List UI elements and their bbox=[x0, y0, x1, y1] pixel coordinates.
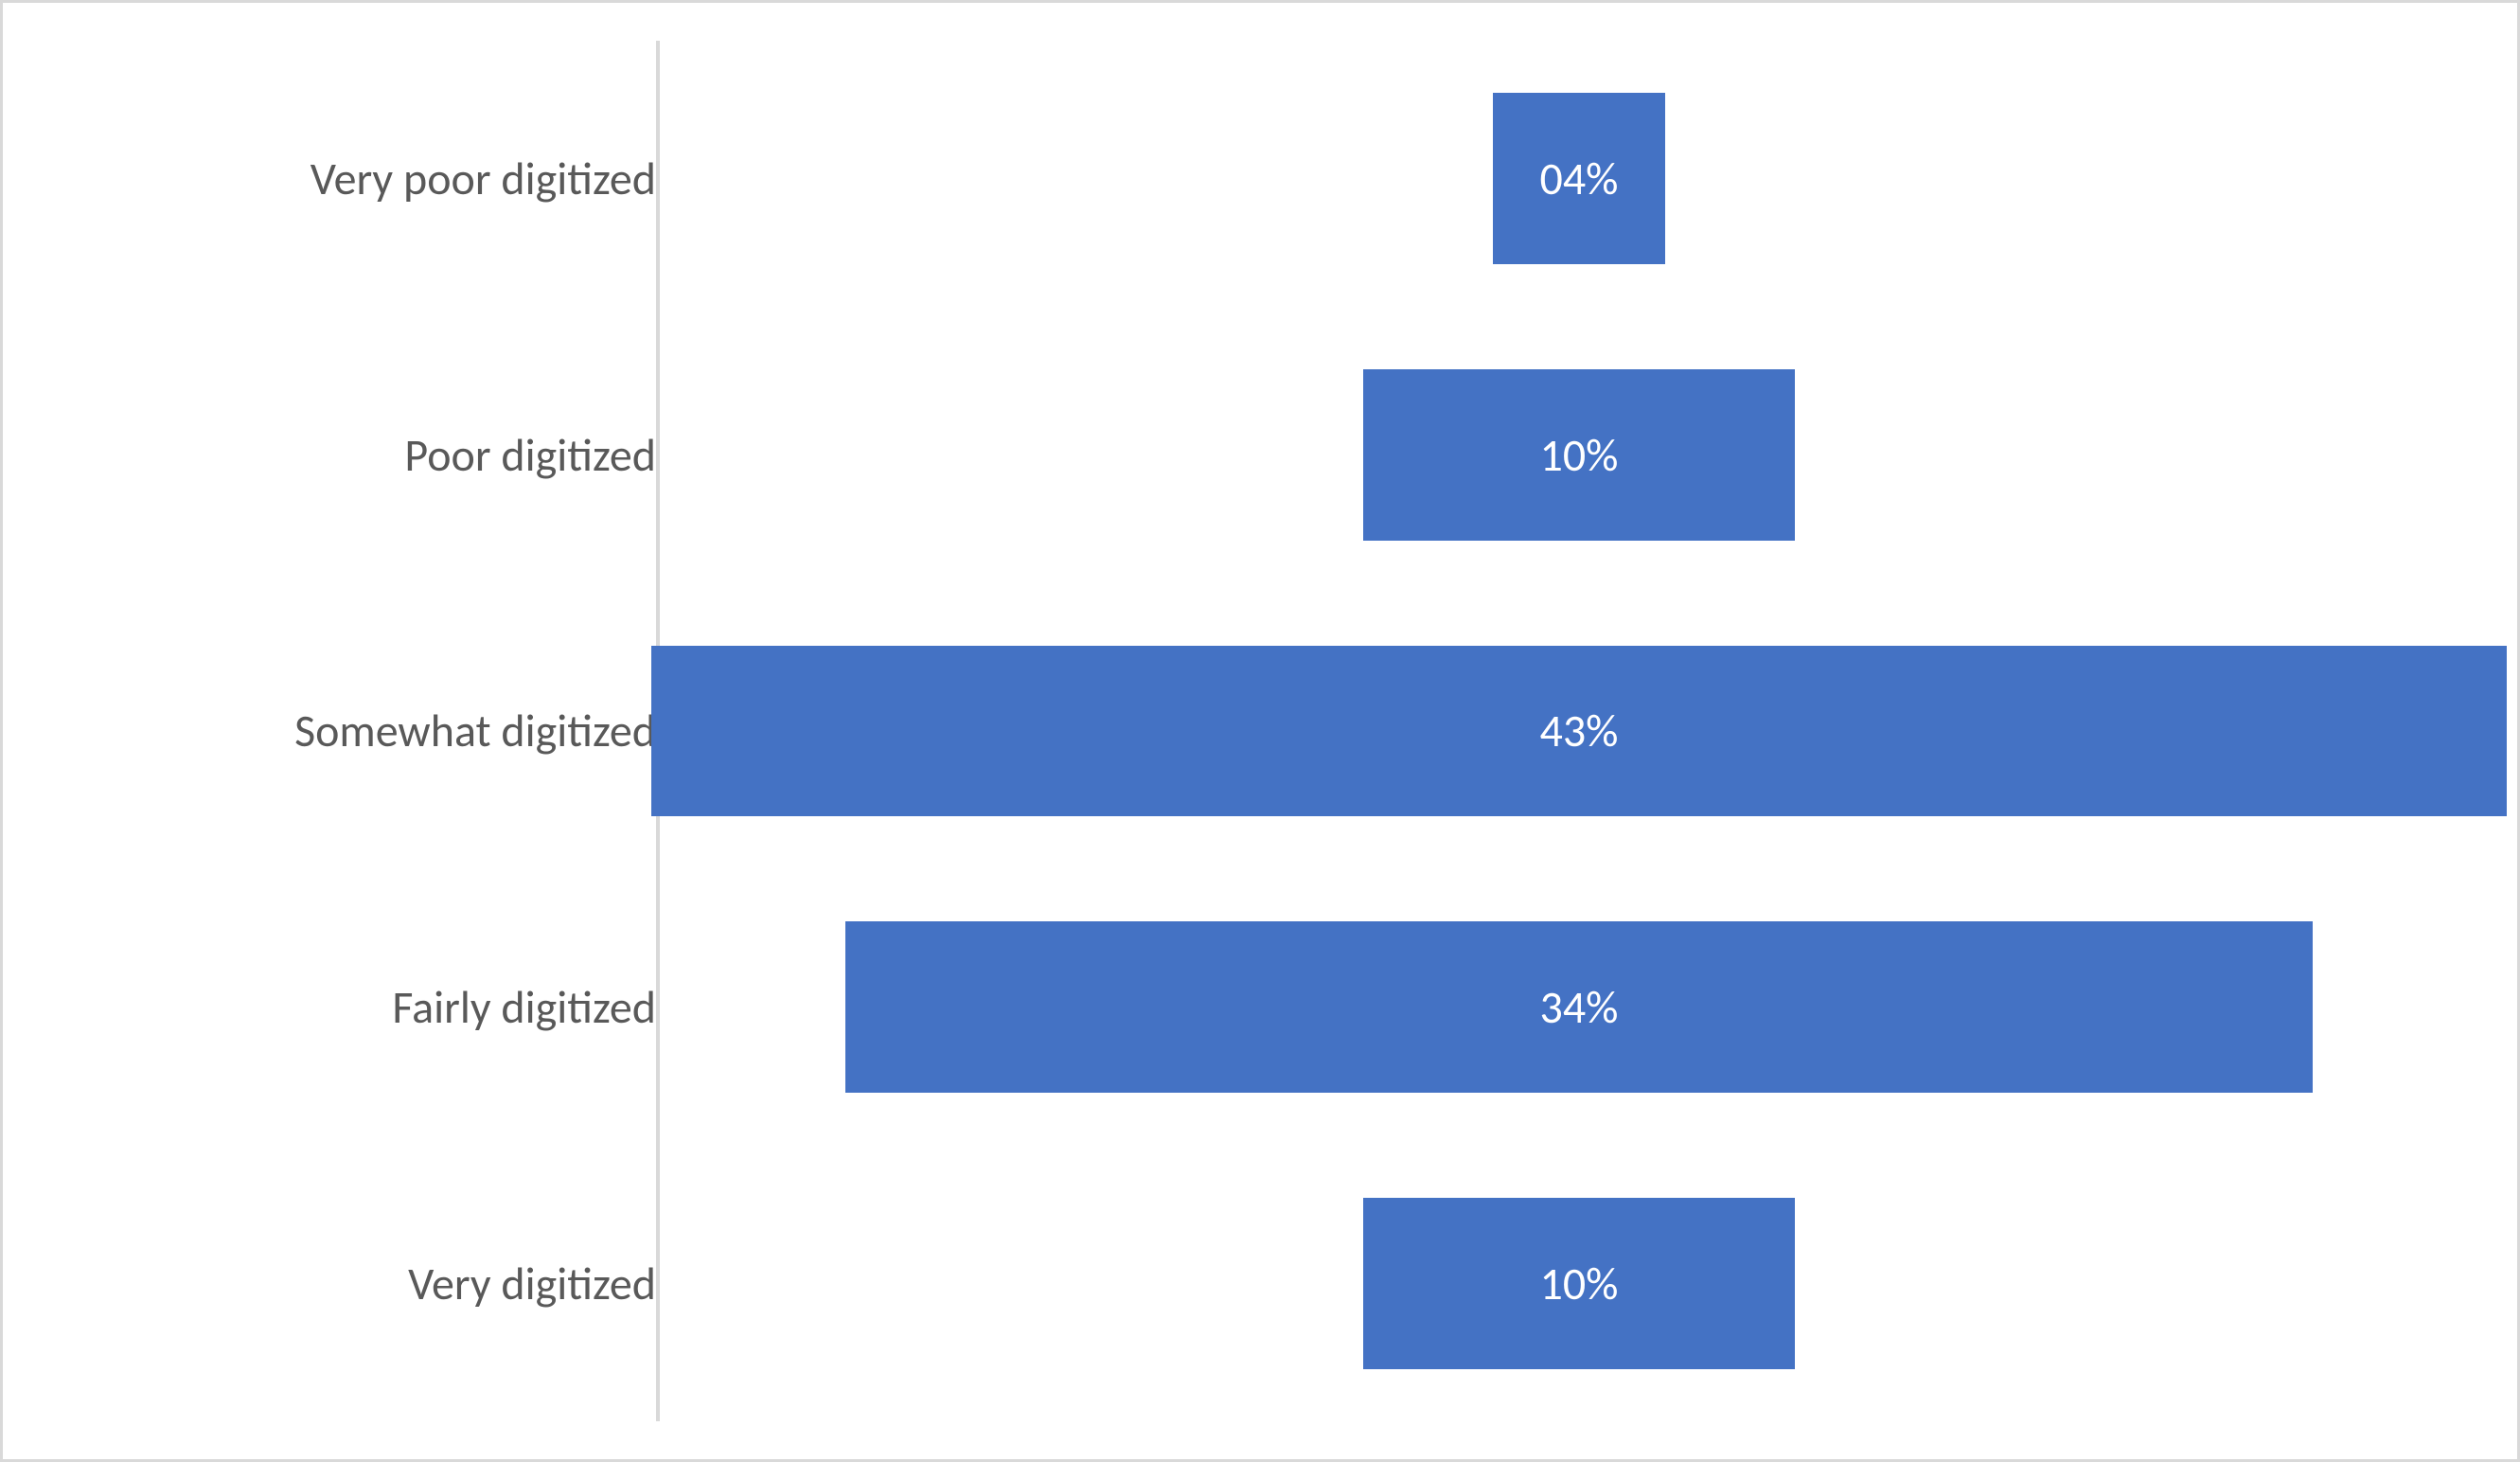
bar: 10% bbox=[1363, 369, 1795, 541]
chart-row: Somewhat digitized 43% bbox=[41, 646, 2479, 817]
plot-area: Very poor digitized 04% Poor digitized 10% S… bbox=[41, 41, 2479, 1421]
bar-zone: 43% bbox=[667, 646, 2479, 817]
bar-value-label: 04% bbox=[1540, 151, 1619, 206]
chart-frame: Very poor digitized 04% Poor digitized 10% S… bbox=[0, 0, 2520, 1462]
category-label: Fairly digitized bbox=[41, 979, 667, 1035]
bar-value-label: 34% bbox=[1540, 979, 1619, 1035]
chart-row: Very poor digitized 04% bbox=[41, 93, 2479, 264]
bar: 34% bbox=[845, 921, 2313, 1093]
bar-value-label: 10% bbox=[1540, 1256, 1619, 1311]
bar-zone: 10% bbox=[667, 369, 2479, 541]
bar-value-label: 10% bbox=[1540, 427, 1619, 483]
category-label: Somewhat digitized bbox=[41, 703, 667, 758]
category-label: Very digitized bbox=[41, 1256, 667, 1311]
chart-row: Poor digitized 10% bbox=[41, 369, 2479, 541]
category-label: Very poor digitized bbox=[41, 151, 667, 206]
bar-zone: 34% bbox=[667, 921, 2479, 1093]
chart-row: Fairly digitized 34% bbox=[41, 921, 2479, 1093]
bar-zone: 04% bbox=[667, 93, 2479, 264]
bar: 04% bbox=[1493, 93, 1665, 264]
bar-value-label: 43% bbox=[1540, 703, 1619, 758]
bar: 10% bbox=[1363, 1198, 1795, 1369]
bar: 43% bbox=[651, 646, 2507, 817]
category-label: Poor digitized bbox=[41, 427, 667, 483]
chart-row: Very digitized 10% bbox=[41, 1198, 2479, 1369]
bar-zone: 10% bbox=[667, 1198, 2479, 1369]
